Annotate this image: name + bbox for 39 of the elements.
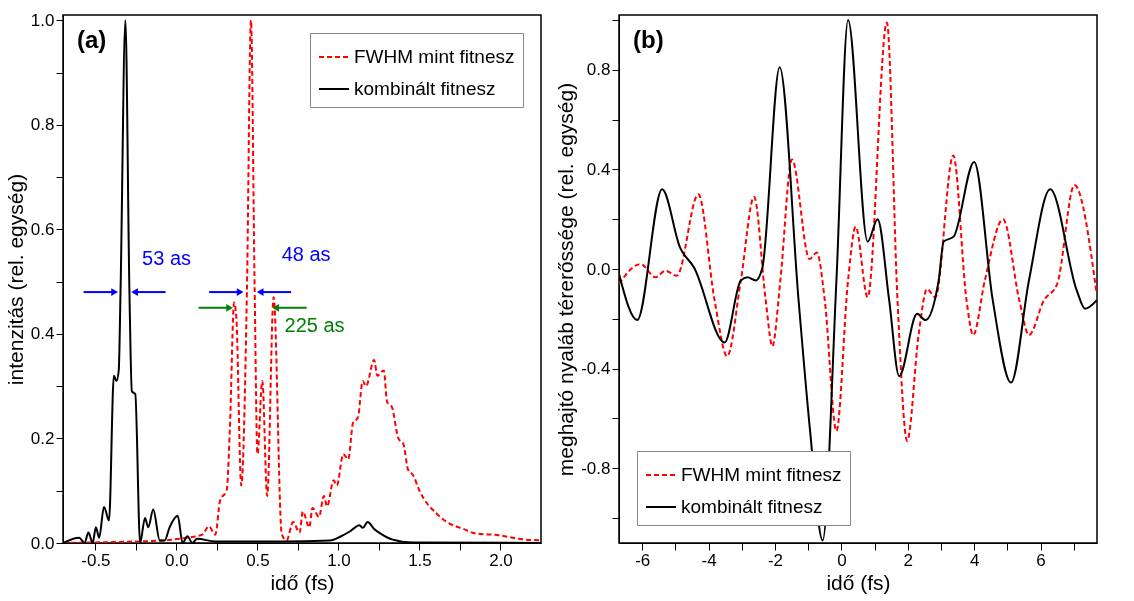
x-tick-label: 4 [969, 550, 980, 570]
x-tick-label: -6 [635, 550, 651, 570]
legend-label: kombinált fitnesz [681, 496, 823, 517]
annotation: 225 as [284, 313, 345, 336]
y-tick-label: 0.8 [586, 60, 611, 80]
annotation: 48 as [281, 243, 331, 266]
y-axis-title: meghajtó nyaláb térerőssége (rel. egység) [554, 82, 578, 477]
y-tick-label: -0.4 [581, 359, 611, 379]
x-tick-label: 1.5 [408, 550, 432, 570]
x-tick-label: -4 [701, 550, 717, 570]
x-axis-title: idő (fs) [826, 570, 891, 594]
annotation: 53 as [142, 247, 192, 270]
y-tick-label: 0.0 [30, 533, 55, 553]
line-series [619, 21, 1097, 442]
x-axis-title: idő (fs) [270, 570, 335, 594]
y-axis-title: intenzitás (rel. egység) [3, 173, 27, 386]
legend-label: FWHM mint fitnesz [354, 46, 515, 67]
y-tick-label: 1.0 [30, 10, 55, 30]
y-tick-label: 0.4 [30, 324, 55, 344]
x-tick-label: 6 [1036, 550, 1046, 570]
x-tick-label: 1.0 [327, 550, 351, 570]
y-tick-label: 0.4 [586, 159, 611, 179]
y-tick-label: 0.0 [586, 259, 611, 279]
legend-label: kombinált fitnesz [354, 78, 496, 99]
x-tick-label: 0.5 [246, 550, 270, 570]
y-tick-label: 0.8 [30, 115, 55, 135]
x-tick-label: 0.0 [165, 550, 189, 570]
y-tick-label: 0.2 [30, 428, 55, 448]
y-tick-label: -0.8 [581, 458, 611, 478]
x-tick-label: -2 [767, 550, 784, 570]
y-tick-label: 0.6 [30, 219, 55, 239]
x-tick-label: 2.0 [489, 550, 513, 570]
x-tick-label: -0.5 [81, 550, 111, 570]
legend-label: FWHM mint fitnesz [681, 464, 842, 485]
annotation: (a) [77, 26, 107, 53]
line-series [619, 18, 1097, 542]
x-tick-label: 0 [837, 550, 847, 570]
x-tick-label: 2 [903, 550, 914, 570]
annotation: (b) [633, 26, 664, 53]
